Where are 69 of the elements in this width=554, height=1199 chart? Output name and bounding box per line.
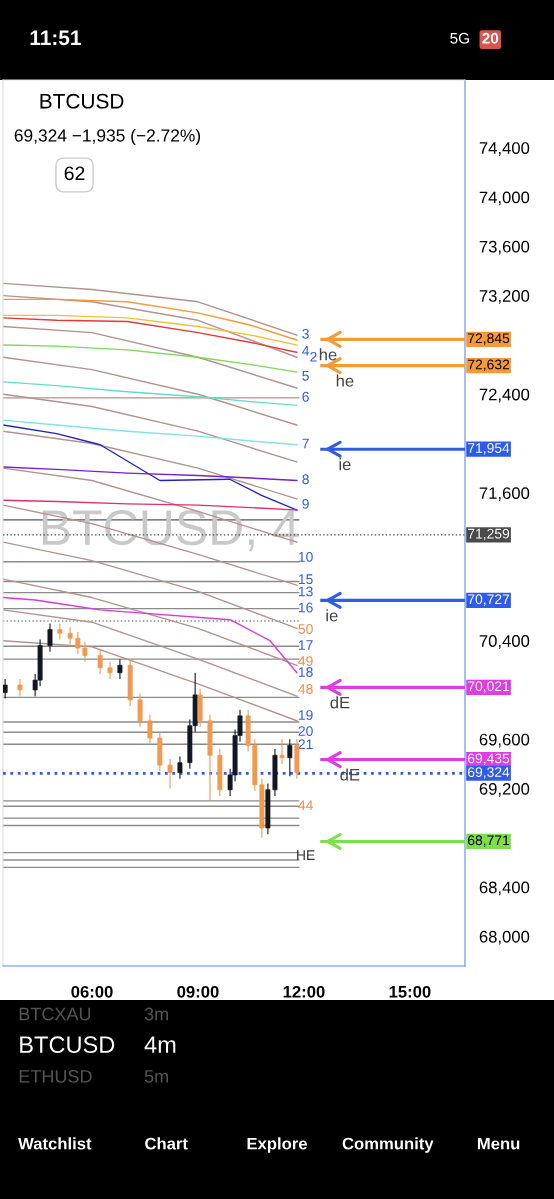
annotation: 4 — [302, 346, 310, 356]
text: BTCXAU — [19, 1007, 91, 1021]
x-tick-label: 15:00 — [389, 985, 431, 998]
annotation: 18 — [298, 667, 313, 677]
text: 3m — [144, 1007, 168, 1021]
ref-line-label: 70,021 — [468, 681, 510, 693]
ref-line-label: 68,771 — [468, 835, 510, 847]
annotation: ie — [326, 609, 338, 622]
text: 69,324 −1,935 (−2.72%) — [14, 128, 201, 146]
annotation: 6 — [302, 391, 309, 402]
annotation: 13 — [298, 586, 313, 597]
x-tick-label: 09:00 — [177, 985, 219, 998]
annotation: 8 — [302, 474, 309, 485]
x-tick-label: 12:00 — [283, 985, 325, 998]
y-tick-label: 72,400 — [479, 388, 530, 403]
annotation: 17 — [298, 640, 313, 650]
text: Chart — [145, 1137, 188, 1150]
annotation: 15 — [298, 574, 313, 585]
y-tick-label: 69,600 — [479, 733, 530, 748]
text: Explore — [247, 1137, 307, 1153]
y-tick-label: 70,400 — [479, 635, 530, 649]
text: 5m — [144, 1070, 168, 1083]
annotation: 9 — [302, 499, 309, 509]
x-tick-label: 06:00 — [71, 985, 113, 998]
annotation: 5 — [302, 371, 309, 381]
annotation: 16 — [298, 602, 313, 613]
y-tick-label: 73,200 — [479, 290, 530, 304]
y-tick-label: 68,000 — [479, 930, 530, 945]
ref-line-label: 71,259 — [468, 528, 510, 541]
annotation: 10 — [298, 551, 313, 562]
annotation: he — [319, 348, 337, 361]
text: 11:51 — [30, 30, 81, 46]
y-tick-label: 73,600 — [479, 240, 530, 255]
ref-line-label: 72,632 — [468, 359, 510, 372]
text: 5G — [450, 32, 469, 44]
annotation: HE — [297, 850, 315, 860]
y-tick-label: 74,000 — [479, 191, 530, 206]
annotation: 44 — [298, 800, 313, 810]
text: ETHUSD — [19, 1069, 92, 1083]
y-tick-label: 68,400 — [479, 881, 530, 896]
annotation: ie — [339, 458, 351, 471]
annotation: 3 — [302, 328, 309, 339]
ref-line-label: 69,435 — [468, 753, 510, 765]
ref-line-label: 72,845 — [468, 333, 510, 345]
text: Community — [342, 1137, 434, 1153]
text: Watchlist — [18, 1137, 92, 1150]
annotation: 2 — [310, 351, 317, 362]
y-tick-label: 69,200 — [479, 782, 530, 797]
annotation: 49 — [298, 656, 313, 667]
ref-line-label: 69,324 — [468, 767, 510, 779]
annotation: 48 — [298, 684, 313, 694]
annotation: dE — [330, 696, 350, 709]
annotation: 19 — [298, 710, 313, 720]
text: 20 — [482, 32, 499, 44]
y-tick-label: 71,600 — [479, 487, 530, 501]
text: BTCUSD — [20, 1036, 115, 1054]
annotation: 50 — [298, 624, 313, 634]
y-tick-label: 74,400 — [479, 142, 530, 156]
ref-line-label: 71,954 — [468, 443, 510, 455]
annotation: dE — [340, 768, 360, 781]
annotation: he — [336, 374, 354, 387]
ref-line-label: 70,727 — [468, 594, 510, 606]
annotation: 7 — [302, 438, 309, 449]
text: Menu — [477, 1137, 520, 1150]
annotation: 20 — [298, 726, 313, 736]
text: 4m — [144, 1036, 176, 1053]
annotation: 21 — [298, 739, 313, 749]
text: BTCUSD — [40, 93, 124, 109]
annotation: 62 — [64, 166, 85, 181]
